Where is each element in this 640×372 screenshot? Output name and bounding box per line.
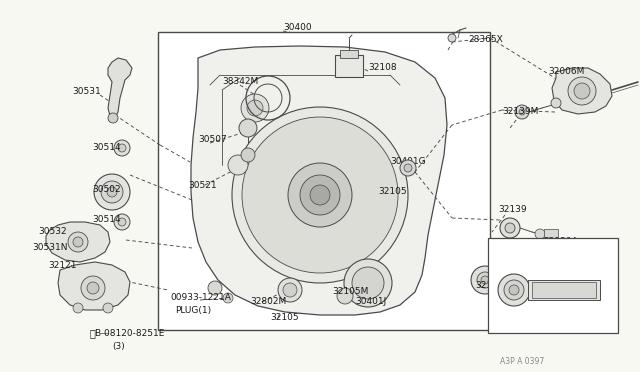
Text: 32105: 32105 bbox=[378, 187, 406, 196]
Text: 32139A: 32139A bbox=[543, 237, 578, 247]
Circle shape bbox=[471, 266, 499, 294]
Circle shape bbox=[118, 218, 126, 226]
Text: 30514: 30514 bbox=[92, 144, 120, 153]
Circle shape bbox=[228, 155, 248, 175]
Bar bbox=[532, 282, 596, 298]
Text: PLUG(1): PLUG(1) bbox=[175, 305, 211, 314]
Circle shape bbox=[81, 276, 105, 300]
Circle shape bbox=[283, 283, 297, 297]
Text: 30401G: 30401G bbox=[390, 157, 426, 167]
Circle shape bbox=[108, 113, 118, 123]
Text: 00933-1221A: 00933-1221A bbox=[170, 294, 231, 302]
Text: 30507: 30507 bbox=[198, 135, 227, 144]
Text: 32139M: 32139M bbox=[502, 108, 538, 116]
Circle shape bbox=[344, 259, 392, 307]
Text: A3P A 0397: A3P A 0397 bbox=[500, 357, 544, 366]
Text: B 08120-8251E: B 08120-8251E bbox=[95, 328, 164, 337]
Text: (3): (3) bbox=[112, 341, 125, 350]
Polygon shape bbox=[108, 58, 132, 118]
Bar bbox=[158, 32, 490, 330]
Text: 32108: 32108 bbox=[368, 64, 397, 73]
Circle shape bbox=[477, 272, 493, 288]
Text: 30531N: 30531N bbox=[32, 244, 67, 253]
Bar bbox=[544, 229, 558, 238]
Circle shape bbox=[288, 163, 352, 227]
Text: 30502: 30502 bbox=[92, 186, 120, 195]
Circle shape bbox=[232, 107, 408, 283]
Text: 30532: 30532 bbox=[38, 228, 67, 237]
Circle shape bbox=[278, 278, 302, 302]
Circle shape bbox=[94, 174, 130, 210]
Circle shape bbox=[73, 303, 83, 313]
Bar bbox=[335, 55, 363, 77]
Text: 32109: 32109 bbox=[475, 280, 504, 289]
Circle shape bbox=[352, 267, 384, 299]
Text: 30521: 30521 bbox=[188, 180, 216, 189]
Polygon shape bbox=[46, 222, 110, 262]
Circle shape bbox=[300, 175, 340, 215]
Circle shape bbox=[73, 237, 83, 247]
Text: 28365X: 28365X bbox=[468, 35, 503, 45]
Circle shape bbox=[114, 140, 130, 156]
Text: Ⓑ: Ⓑ bbox=[90, 328, 96, 338]
Bar bbox=[488, 238, 618, 333]
Bar bbox=[528, 280, 600, 300]
Circle shape bbox=[101, 181, 123, 203]
Circle shape bbox=[504, 280, 524, 300]
Text: 30531: 30531 bbox=[72, 87, 100, 96]
Circle shape bbox=[551, 98, 561, 108]
Circle shape bbox=[68, 232, 88, 252]
Circle shape bbox=[574, 83, 590, 99]
Circle shape bbox=[107, 187, 117, 197]
Circle shape bbox=[448, 34, 456, 42]
Circle shape bbox=[535, 229, 545, 239]
Text: C2118: C2118 bbox=[514, 244, 543, 253]
Polygon shape bbox=[191, 46, 447, 315]
Circle shape bbox=[87, 282, 99, 294]
Text: 32105: 32105 bbox=[270, 314, 299, 323]
Circle shape bbox=[509, 285, 519, 295]
Circle shape bbox=[337, 288, 353, 304]
Text: 32105M: 32105M bbox=[332, 288, 369, 296]
Polygon shape bbox=[552, 68, 612, 114]
Text: 32121: 32121 bbox=[48, 260, 77, 269]
Circle shape bbox=[103, 303, 113, 313]
Circle shape bbox=[239, 119, 257, 137]
Circle shape bbox=[568, 77, 596, 105]
Text: 30514: 30514 bbox=[92, 215, 120, 224]
Bar bbox=[340, 50, 358, 58]
Text: 30401J: 30401J bbox=[355, 298, 387, 307]
Text: 38342M: 38342M bbox=[222, 77, 259, 87]
Circle shape bbox=[247, 100, 263, 116]
Circle shape bbox=[114, 214, 130, 230]
Circle shape bbox=[515, 105, 529, 119]
Text: 30400: 30400 bbox=[283, 23, 312, 32]
Circle shape bbox=[241, 148, 255, 162]
Circle shape bbox=[310, 185, 330, 205]
Circle shape bbox=[481, 276, 489, 284]
Circle shape bbox=[208, 281, 222, 295]
Circle shape bbox=[223, 293, 233, 303]
Text: 32006M: 32006M bbox=[548, 67, 584, 77]
Circle shape bbox=[404, 164, 412, 172]
Circle shape bbox=[519, 109, 525, 115]
Circle shape bbox=[241, 94, 269, 122]
Circle shape bbox=[505, 223, 515, 233]
Circle shape bbox=[500, 218, 520, 238]
Circle shape bbox=[400, 160, 416, 176]
Polygon shape bbox=[58, 262, 130, 310]
Circle shape bbox=[498, 274, 530, 306]
Circle shape bbox=[118, 144, 126, 152]
Text: 32139: 32139 bbox=[498, 205, 527, 215]
Circle shape bbox=[242, 117, 398, 273]
Text: 32802M: 32802M bbox=[250, 298, 286, 307]
